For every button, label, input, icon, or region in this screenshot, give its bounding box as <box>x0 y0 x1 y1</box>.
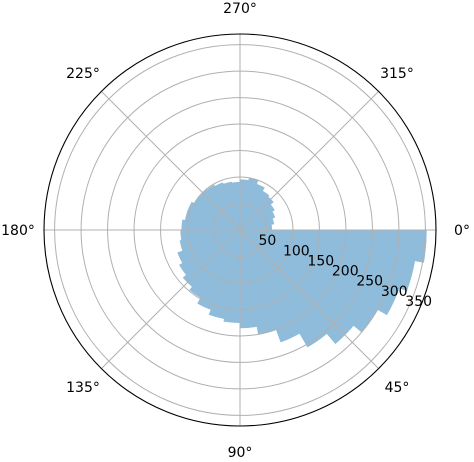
theta-gridline-135 <box>101 229 241 369</box>
bar-165 <box>179 229 241 252</box>
bars-layer <box>177 177 427 348</box>
theta-gridline-225 <box>101 91 241 231</box>
r-tick-label: 50 <box>258 233 276 249</box>
bar-55 <box>239 229 328 348</box>
bar-125 <box>189 229 241 299</box>
theta-gridline-315 <box>239 91 379 231</box>
polar-frame <box>43 33 437 427</box>
theta-tick-label: 0° <box>454 223 470 239</box>
r-tick-label: 100 <box>283 243 310 259</box>
bar-205 <box>187 201 241 231</box>
bar-255 <box>222 181 241 231</box>
r-tick-label: 200 <box>332 264 359 280</box>
bar-25 <box>239 229 400 316</box>
theta-tick-label: 225° <box>66 66 100 82</box>
bar-115 <box>197 229 241 311</box>
theta-tick-label: 315° <box>380 66 414 82</box>
bar-235 <box>206 184 241 231</box>
r-tick-label: 150 <box>307 253 334 269</box>
bar-335 <box>239 211 276 231</box>
bar-105 <box>208 229 241 320</box>
theta-tick-label: 90° <box>228 445 253 461</box>
bar-145 <box>179 229 241 276</box>
bar-65 <box>239 229 300 343</box>
theta-tick-label: 180° <box>1 223 35 239</box>
bar-305 <box>239 190 270 231</box>
theta-tick-label: 270° <box>223 1 257 17</box>
bar-325 <box>239 204 275 231</box>
bar-295 <box>239 183 265 231</box>
theta-tick-label: 135° <box>66 380 100 396</box>
bar-15 <box>239 229 416 292</box>
theta-tick-label: 45° <box>385 380 410 396</box>
r-tick-label: 300 <box>381 284 408 300</box>
r-tick-label: 350 <box>405 294 432 310</box>
r-tick-label: 250 <box>356 274 383 290</box>
theta-gridline-45 <box>239 229 379 369</box>
grid-layer <box>44 34 436 426</box>
